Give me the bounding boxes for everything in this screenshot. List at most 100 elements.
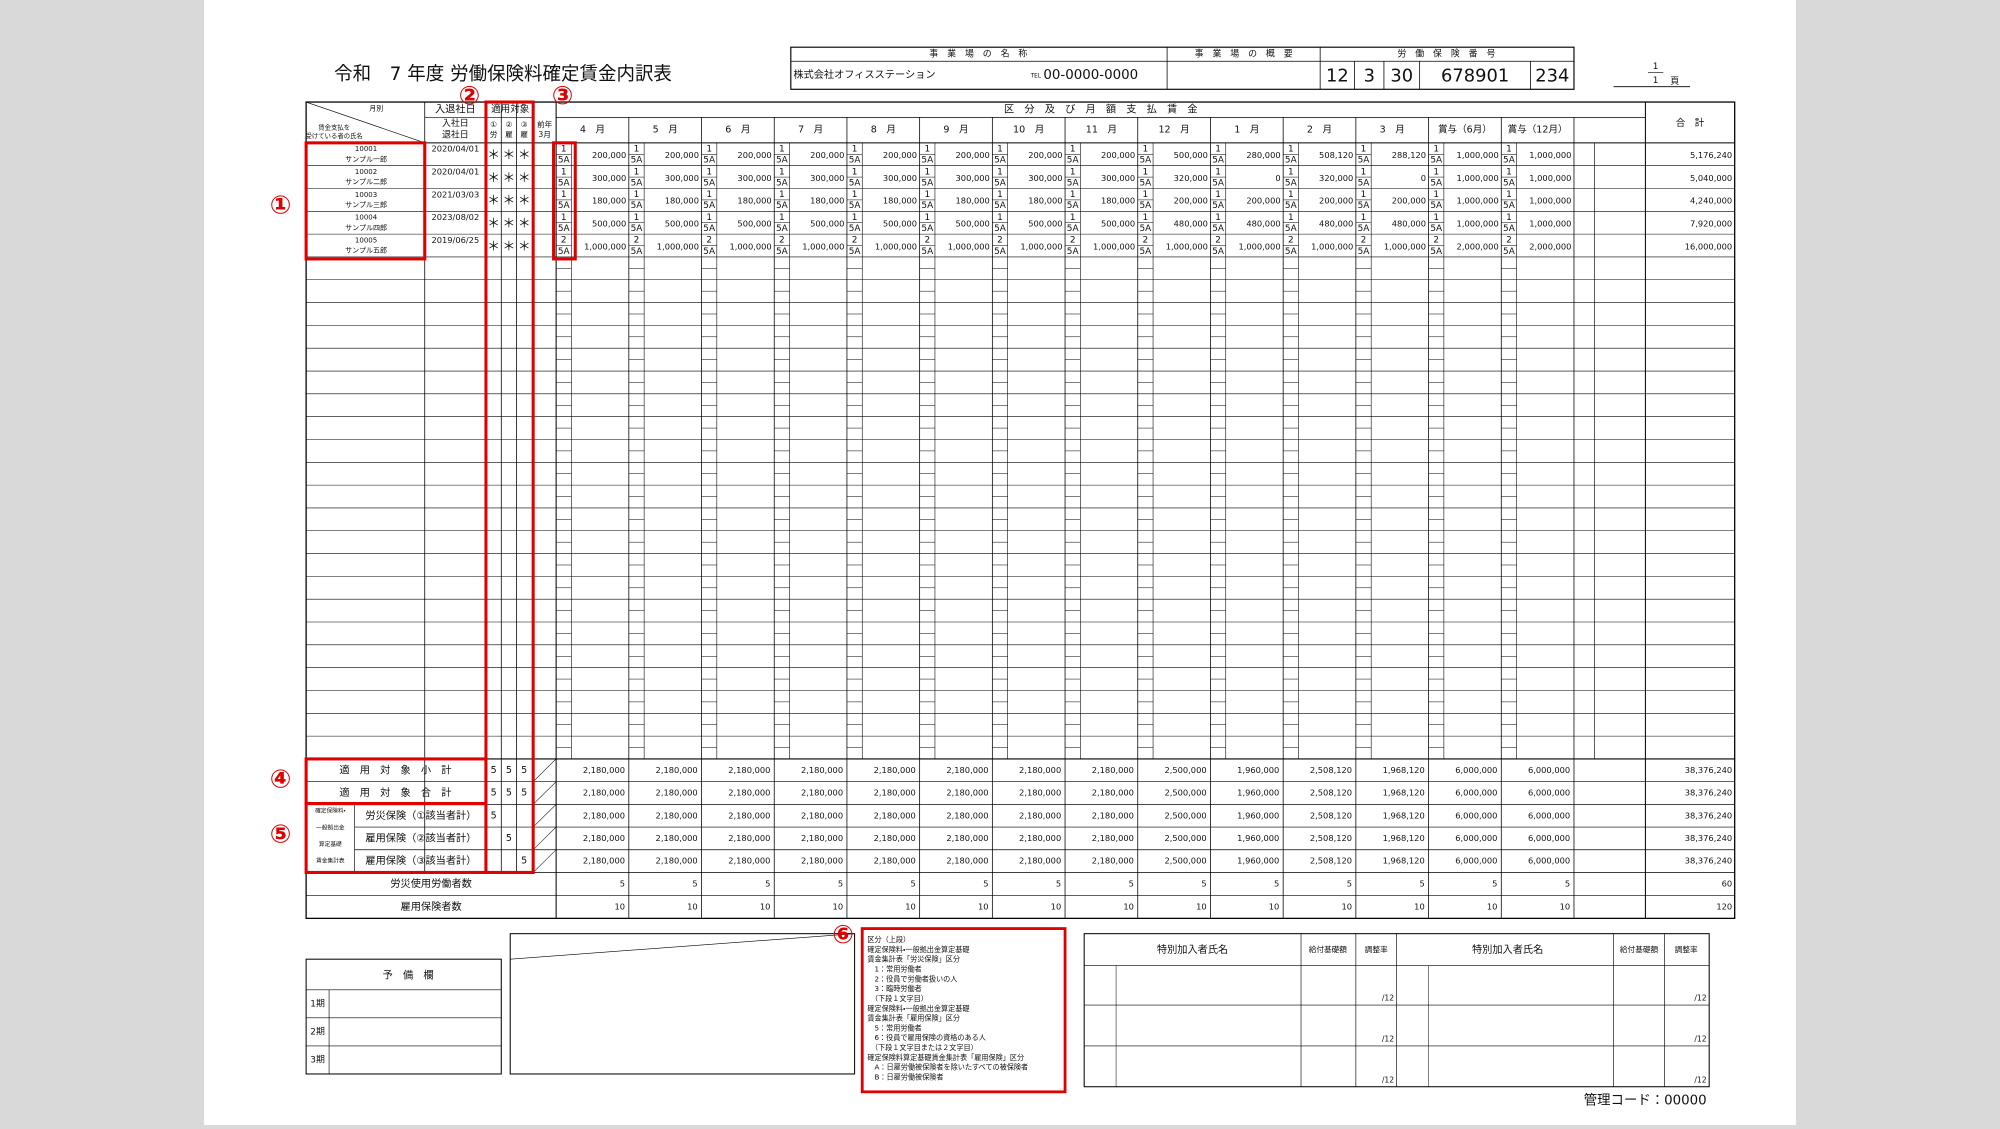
label: TEL [1030,73,1042,79]
wage: 0 [1275,173,1280,183]
code: 5A [1212,178,1225,188]
code: 1 [1361,167,1367,177]
code: 1 [1506,144,1512,154]
note-line: （下段１文字目または２文字目） [867,1043,977,1052]
code: 5A [558,201,571,211]
code: 5A [776,178,789,188]
code: 5A [703,178,716,188]
wage: 1,000,000 [1093,241,1135,251]
month-header: 5 月 [653,125,678,136]
code: 1 [561,167,567,177]
employee-id: 10002 [355,167,377,176]
month-header: 3 月 [1380,125,1405,136]
code: 5A [1067,178,1080,188]
summary-value: 2,180,000 [946,788,988,798]
code: 5A [1430,224,1443,234]
label: 事 業 場 の 概 要 [1195,48,1293,60]
side-label: 一般拠出金 [316,823,345,831]
code: 1 [852,167,858,177]
summary-value: 6,000,000 [1528,856,1570,866]
month-header: 4 月 [580,125,605,136]
code: 2 [634,236,640,246]
code: 1 [1070,144,1076,154]
code: 5A [1358,178,1371,188]
summary-value: 2,180,000 [583,810,625,820]
annotation: ③ [552,81,574,111]
count-value: 5 [692,878,697,888]
wage: 180,000 [810,196,844,206]
hire-date: 2023/08/02 [431,212,479,222]
box [305,101,1736,920]
wage: 300,000 [665,173,699,183]
summary-label: 適 用 対 象 小 計 [339,763,451,776]
code: 5A [631,201,644,211]
count-value: 10 [1560,901,1571,911]
summary-label: 適 用 対 象 合 計 [339,786,451,799]
period: 2期 [310,1026,325,1037]
note-line: 1：常用労働者 [867,965,921,974]
summary-value: 2,180,000 [1092,810,1134,820]
code: 5A [1503,201,1516,211]
row-total: 4,240,000 [1690,196,1732,206]
code: 1 [997,167,1003,177]
summary-value: 2,180,000 [728,810,770,820]
summary-value: 2,180,000 [656,833,698,843]
month-header: 賞与（6月） [1438,124,1492,136]
count-value: 5 [1419,878,1424,888]
wage: 500,000 [1028,219,1062,229]
fraction: /12 [1694,994,1706,1003]
note-line: 賃金集計表「労災保険」区分 [867,955,960,964]
wage: 200,000 [592,150,626,160]
code: 5A [849,156,862,166]
summary-value: 2,180,000 [1092,765,1134,775]
period: 1期 [310,998,325,1009]
special-header: 給付基礎額 [1620,944,1659,954]
code: 5A [1067,224,1080,234]
code: 5A [1067,201,1080,211]
code: 1 [706,190,712,200]
count-value: 5 [620,878,625,888]
code: 1 [1433,190,1439,200]
row-total: 5,176,240 [1690,150,1732,160]
code: 5A [558,224,571,234]
header: 入社日 [442,117,469,129]
code: 5A [1503,156,1516,166]
summary-value: 2,508,120 [1310,788,1352,798]
count-value: 5 [1274,878,1279,888]
code: 1 [1433,167,1439,177]
code: 1 [1506,167,1512,177]
period: 3期 [310,1054,325,1065]
wage: 1,000,000 [1529,173,1571,183]
code: 5A [921,178,934,188]
diagonal [532,826,557,850]
annotation: ⑤ [270,819,292,849]
summary-value: 2,180,000 [874,833,916,843]
code: 5A [631,247,644,257]
count-label: 労災使用労働者数 [390,877,472,890]
code: 5A [849,247,862,257]
code: 1 [634,213,640,223]
code: 5A [703,201,716,211]
flag-count: 5 [521,856,527,867]
insurance-number: 234 [1535,66,1569,87]
summary-value: 2,180,000 [583,856,625,866]
code: 1 [924,190,930,200]
code: 5A [1503,178,1516,188]
count-value: 10 [905,901,916,911]
wage: 180,000 [1101,196,1135,206]
summary-value: 2,180,000 [656,788,698,798]
fraction: /12 [1694,1035,1706,1044]
summary-value: 2,180,000 [874,765,916,775]
wage: 200,000 [1246,196,1280,206]
flag: ＊ [518,194,531,209]
flag: ＊ [503,217,516,232]
note-line: B：日雇労働被保険者 [867,1073,943,1082]
hire-date: 2020/04/01 [431,167,479,177]
code: 1 [1506,190,1512,200]
summary-value: 2,180,000 [728,788,770,798]
month-header: 11 月 [1086,125,1117,136]
count-label: 雇用保険者数 [401,900,462,913]
summary-value: 2,180,000 [728,856,770,866]
code: 1 [1361,213,1367,223]
